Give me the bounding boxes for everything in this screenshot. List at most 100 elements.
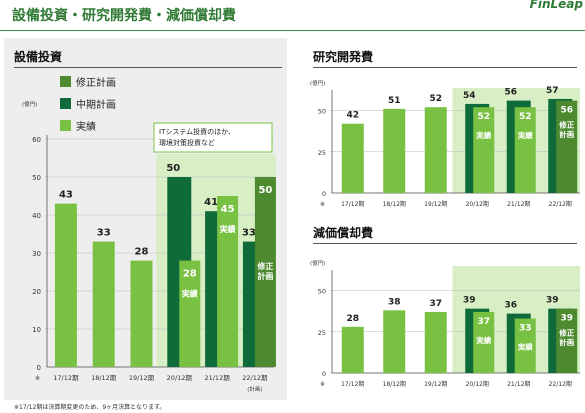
data-label: 42: [346, 111, 359, 121]
data-label: 52: [519, 112, 532, 122]
bar-inner-label: 実績: [182, 289, 198, 299]
y-tick-label: 30: [32, 250, 41, 258]
plan-sub-label: (計画): [553, 391, 568, 392]
bar-actual: [341, 326, 364, 373]
capex-title-rule: [14, 67, 282, 68]
note-mark: ※: [320, 381, 325, 388]
note-mark: ※: [35, 375, 40, 382]
bar-actual: [473, 311, 495, 373]
data-label: 36: [504, 301, 517, 311]
y-tick-label: 25: [318, 329, 326, 337]
bar-inner-label: 修正計画: [256, 261, 273, 281]
bar-inner-label: 実績: [476, 335, 491, 345]
y-unit-label: (億円): [310, 79, 325, 87]
y-unit-label: (億円): [310, 259, 325, 267]
bar-inner-label: 修正計画: [558, 328, 574, 348]
x-tick-label: 17/12期: [341, 380, 364, 388]
y-tick-label: 50: [318, 108, 326, 116]
bar-revised-plan: [556, 100, 578, 193]
bar-actual: [383, 310, 406, 373]
bar-revised-plan: [254, 177, 276, 367]
data-label: 50: [258, 185, 272, 196]
x-tick-label: 20/12期: [466, 380, 489, 388]
y-tick-label: 40: [32, 212, 41, 220]
bar-actual: [217, 196, 239, 367]
depr-title-rule: [313, 243, 577, 244]
data-label: 33: [519, 324, 532, 334]
y-tick-label: 60: [32, 136, 41, 144]
legend-swatch: [60, 120, 71, 131]
plan-sub-label: (計画): [247, 385, 262, 393]
x-tick-label: 21/12期: [507, 380, 530, 388]
bar-inner-label: 実績: [476, 130, 491, 140]
annotation-text: ITシステム投資のほか、: [159, 127, 235, 136]
bar-actual: [179, 260, 201, 367]
y-tick-label: 0: [322, 190, 326, 198]
data-label: 56: [560, 106, 573, 116]
rnd-chart: (億円) 0 25 50 17/12期 42 18/12期 51 19/12期 52 20/12期 5…: [310, 79, 580, 212]
bar-actual: [424, 311, 447, 373]
y-tick-label: 0: [322, 370, 326, 378]
y-unit-label: (億円): [22, 100, 37, 108]
bar-actual: [473, 107, 495, 193]
x-tick-label: 21/12期: [507, 200, 530, 208]
data-label: 33: [97, 228, 111, 239]
data-label: 39: [560, 314, 573, 324]
x-tick-label: 20/12期: [167, 374, 193, 382]
data-label: 43: [59, 190, 73, 201]
rnd-title-rule: [313, 67, 577, 68]
data-label: 50: [166, 163, 180, 174]
y-tick-label: 20: [32, 288, 41, 296]
legend-label: 中期計画: [76, 98, 116, 111]
data-label: 41: [204, 197, 218, 208]
data-label: 56: [504, 88, 517, 98]
data-label: 28: [346, 314, 359, 324]
data-label: 37: [429, 299, 442, 309]
x-tick-label: 22/12期: [242, 374, 268, 382]
x-tick-label: 18/12期: [383, 200, 406, 208]
annotation-box: [153, 122, 273, 153]
data-label: 45: [221, 204, 235, 215]
data-label: 51: [388, 96, 401, 106]
x-tick-label: 19/12期: [424, 380, 447, 388]
x-tick-label: 21/12期: [204, 374, 230, 382]
data-label: 39: [546, 296, 559, 306]
data-label: 57: [546, 86, 559, 96]
legend-swatch: [60, 76, 71, 87]
bar-actual: [514, 318, 536, 373]
depr-chart: (億円) 0 25 50 17/12期 28 18/12期 38 19/12期 37 20/12期 3…: [310, 259, 580, 392]
plan-sub-label: (計画): [553, 211, 568, 212]
annotation-text: 環境対策投資など: [159, 138, 215, 147]
bar-inner-label: 実績: [518, 342, 533, 352]
capex-title: 設備投資: [14, 50, 63, 64]
bar-actual: [424, 107, 447, 193]
x-tick-label: 19/12期: [129, 374, 155, 382]
legend-label: 実績: [76, 120, 96, 133]
data-label: 39: [463, 296, 476, 306]
x-tick-label: 20/12期: [466, 200, 489, 208]
page-header: 設備投資・研究開発費・減価償却費 FinLeap: [0, 0, 585, 31]
data-label: 37: [477, 317, 490, 327]
x-tick-label: 17/12期: [53, 374, 79, 382]
data-label: 28: [183, 269, 197, 280]
x-tick-label: 22/12期: [549, 200, 572, 208]
x-tick-label: 17/12期: [341, 200, 364, 208]
legend-label: 修正計画: [76, 76, 116, 89]
rnd-title: 研究開発費: [313, 50, 374, 64]
y-tick-label: 10: [32, 326, 41, 334]
bar-actual: [54, 203, 77, 367]
data-label: 54: [463, 91, 476, 101]
data-label: 28: [135, 247, 149, 258]
x-tick-label: 22/12期: [549, 380, 572, 388]
depr-title: 減価償却費: [313, 226, 374, 240]
page-title: 設備投資・研究開発費・減価償却費: [12, 8, 236, 24]
x-tick-label: 18/12期: [91, 374, 117, 382]
y-tick-label: 0: [37, 364, 41, 372]
capex-chart: (億円) 0 10 20 30 40 50 60 17/12期 43 18/12期 33 19/12期 2…: [22, 76, 276, 393]
data-label: 33: [242, 228, 256, 239]
y-tick-label: 25: [318, 149, 326, 157]
bar-actual: [92, 241, 115, 367]
x-tick-label: 19/12期: [424, 200, 447, 208]
bar-actual: [130, 260, 153, 367]
bar-actual: [514, 107, 536, 193]
